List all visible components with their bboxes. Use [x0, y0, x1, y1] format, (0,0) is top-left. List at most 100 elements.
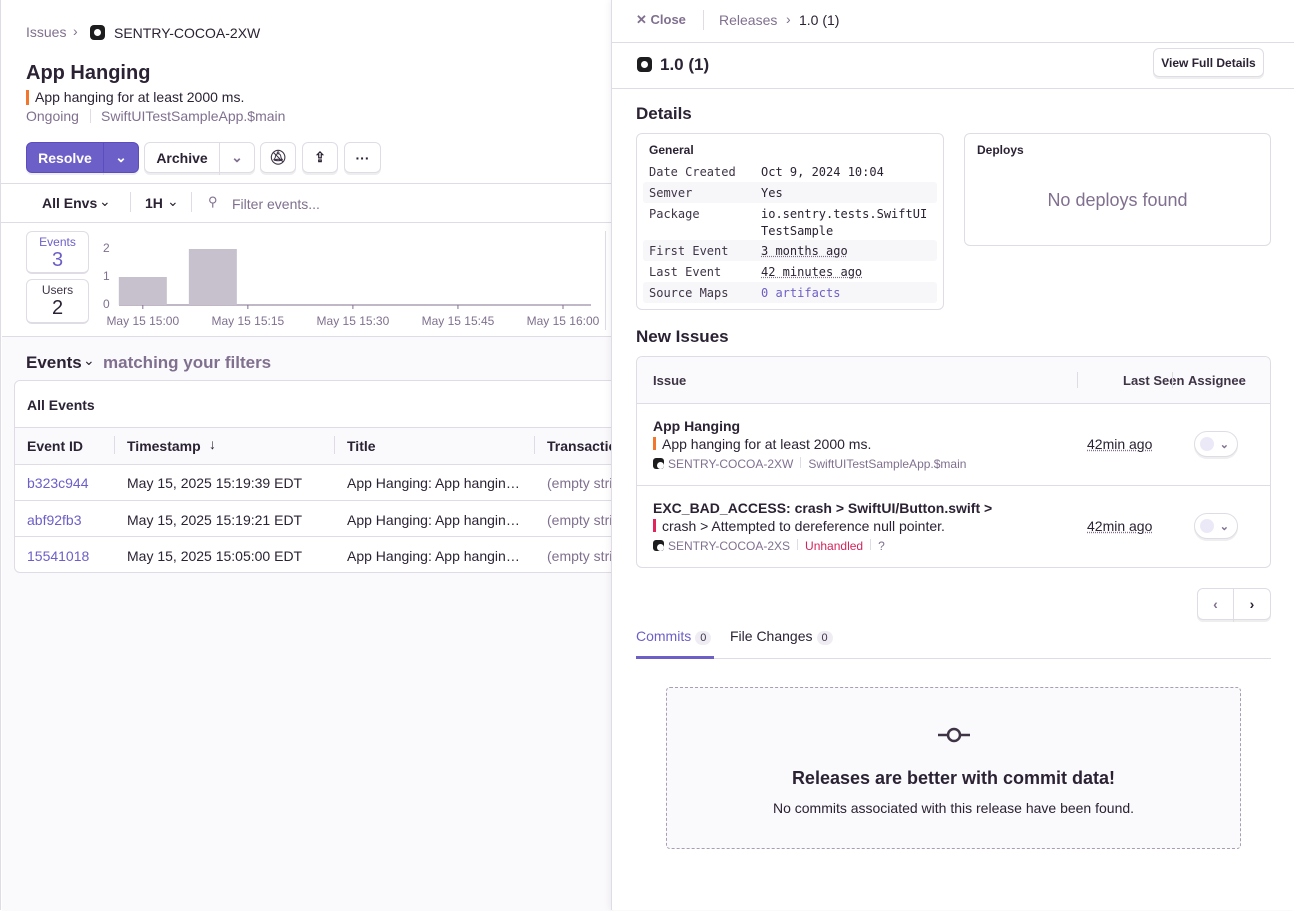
divider [870, 539, 871, 550]
assignee-selector[interactable]: ⌄ [1194, 431, 1238, 457]
field-value: 3 months ago [761, 243, 931, 260]
divider [334, 436, 335, 454]
y-tick-label: 2 [103, 241, 110, 255]
period-filter[interactable]: 1H [145, 195, 163, 211]
divider [1077, 372, 1078, 388]
divider [1, 222, 613, 223]
resolve-dropdown[interactable]: ⌄ [103, 142, 139, 173]
prev-page[interactable]: ‹ [1197, 588, 1234, 620]
platform-icon [637, 57, 652, 72]
last-seen: 42min ago [1087, 436, 1152, 452]
field-key: Semver [649, 186, 692, 200]
events-section: Events ⌄ matching your filters All Event… [2, 336, 613, 911]
shape [948, 729, 960, 741]
divider [637, 485, 1271, 486]
event-title: App Hanging: App hanging for at least 20… [347, 512, 523, 528]
field-key: Source Maps [649, 286, 728, 300]
archive-button[interactable]: Archive [144, 142, 220, 173]
chevron: › [73, 23, 78, 39]
divider [1172, 372, 1173, 388]
meta-item: SwiftUITestSampleApp.$main [808, 457, 966, 471]
tab[interactable]: File Changes 0 [730, 628, 833, 645]
meta-item: SENTRY-COCOA-2XS [668, 539, 790, 553]
event-id[interactable]: abf92fb3 [27, 512, 82, 528]
event-id[interactable]: 15541018 [27, 548, 89, 564]
breadcrumb[interactable]: Issues [26, 24, 66, 40]
x-tick-label: May 15 16:00 [527, 314, 600, 328]
bar [119, 277, 167, 305]
event-title: App Hanging: App hanging for at least 20… [347, 475, 523, 491]
tab-count: 0 [817, 631, 833, 645]
stat-label: Users [27, 283, 88, 297]
issue-status: Ongoing [26, 108, 79, 124]
sort-icon: ↓ [209, 436, 216, 452]
field-value: 0 artifacts [761, 285, 931, 302]
mute-button[interactable]: 🔕︎ [260, 142, 296, 173]
card-title: General [649, 143, 694, 157]
meta-item: Unhandled [805, 539, 863, 553]
events-subheading: matching your filters [103, 353, 271, 373]
platform-icon [90, 25, 105, 40]
tab[interactable]: Commits 0 [636, 628, 711, 645]
column-header: Title [347, 438, 376, 454]
more-button[interactable]: ··· [344, 142, 381, 173]
timestamp: May 15, 2025 15:19:39 EDT [127, 475, 302, 491]
env-filter[interactable]: All Envs [42, 195, 97, 211]
column-header: Event ID [27, 438, 83, 454]
field-key: Package [649, 207, 700, 221]
divider [90, 109, 91, 123]
commit-icon [937, 726, 971, 744]
x-tick-label: May 15 15:15 [211, 314, 284, 328]
search-input[interactable]: Filter events... [232, 196, 320, 212]
issues-table: Issue Last Seen Assignee App Hanging App … [636, 356, 1271, 568]
breadcrumb: SENTRY-COCOA-2XW [114, 25, 260, 41]
y-tick-label: 0 [103, 297, 110, 311]
tab-count: 0 [695, 631, 711, 645]
last-seen: 42min ago [1087, 518, 1152, 534]
meta-item: SENTRY-COCOA-2XW [668, 457, 793, 471]
issue-message: App hanging for at least 2000 ms. [35, 89, 244, 105]
issue-message: App hanging for at least 2000 ms. [662, 436, 871, 452]
events-table: All Events Event ID Timestamp Title Transac… [14, 380, 634, 573]
breadcrumb: 1.0 (1) [799, 12, 839, 28]
stat-card: Users 2 [26, 279, 89, 324]
view-details-button[interactable]: View Full Details [1153, 48, 1264, 77]
archive-dropdown[interactable]: ⌄ [219, 142, 255, 173]
breadcrumb[interactable]: Releases [719, 12, 777, 28]
next-page[interactable]: › [1233, 588, 1271, 620]
field-key: First Event [649, 244, 728, 258]
event-chart: 0 1 2 May 15 15:00 May 15 15:15 May 15 15:30 M… [101, 235, 606, 335]
divider [605, 231, 606, 330]
field-value: 42 minutes ago [761, 264, 931, 281]
release-drawer: ✕ Close Releases › 1.0 (1) 1.0 (1) View … [611, 0, 1294, 910]
field-key: Last Event [649, 265, 721, 279]
tab-label: Commits [636, 628, 691, 644]
divider [15, 500, 634, 501]
column-header: Issue [653, 373, 686, 388]
active-tab-indicator [636, 656, 714, 659]
stat-card: Events 3 [26, 231, 89, 274]
close-label: Close [651, 12, 686, 27]
stat-value: 2 [27, 297, 88, 320]
level-bar [653, 437, 656, 450]
issue-title[interactable]: App Hanging [653, 418, 740, 434]
column-header: Last Seen [1123, 373, 1184, 388]
chevron: › [786, 11, 791, 27]
search-icon: ⚲ [208, 194, 218, 210]
assignee-selector[interactable]: ⌄ [1194, 513, 1238, 539]
events-heading: Events [26, 353, 82, 373]
card-title: Deploys [977, 143, 1024, 157]
event-id[interactable]: b323c944 [27, 475, 89, 491]
level-bar [653, 519, 656, 532]
empty-state: Releases are better with commit data! No… [666, 687, 1241, 849]
field-value: Oct 9, 2024 10:04 [761, 164, 931, 181]
platform-icon [653, 540, 664, 551]
share-button[interactable]: ⇪ [302, 142, 338, 173]
close-button[interactable]: ✕ Close [636, 12, 686, 28]
resolve-button[interactable]: Resolve [26, 142, 104, 173]
divider [703, 10, 704, 30]
event-title: App Hanging: App hanging for at least 20… [347, 548, 523, 564]
table-header [15, 427, 634, 465]
issue-title[interactable]: EXC_BAD_ACCESS: crash > SwiftUI/Button.s… [653, 500, 992, 516]
